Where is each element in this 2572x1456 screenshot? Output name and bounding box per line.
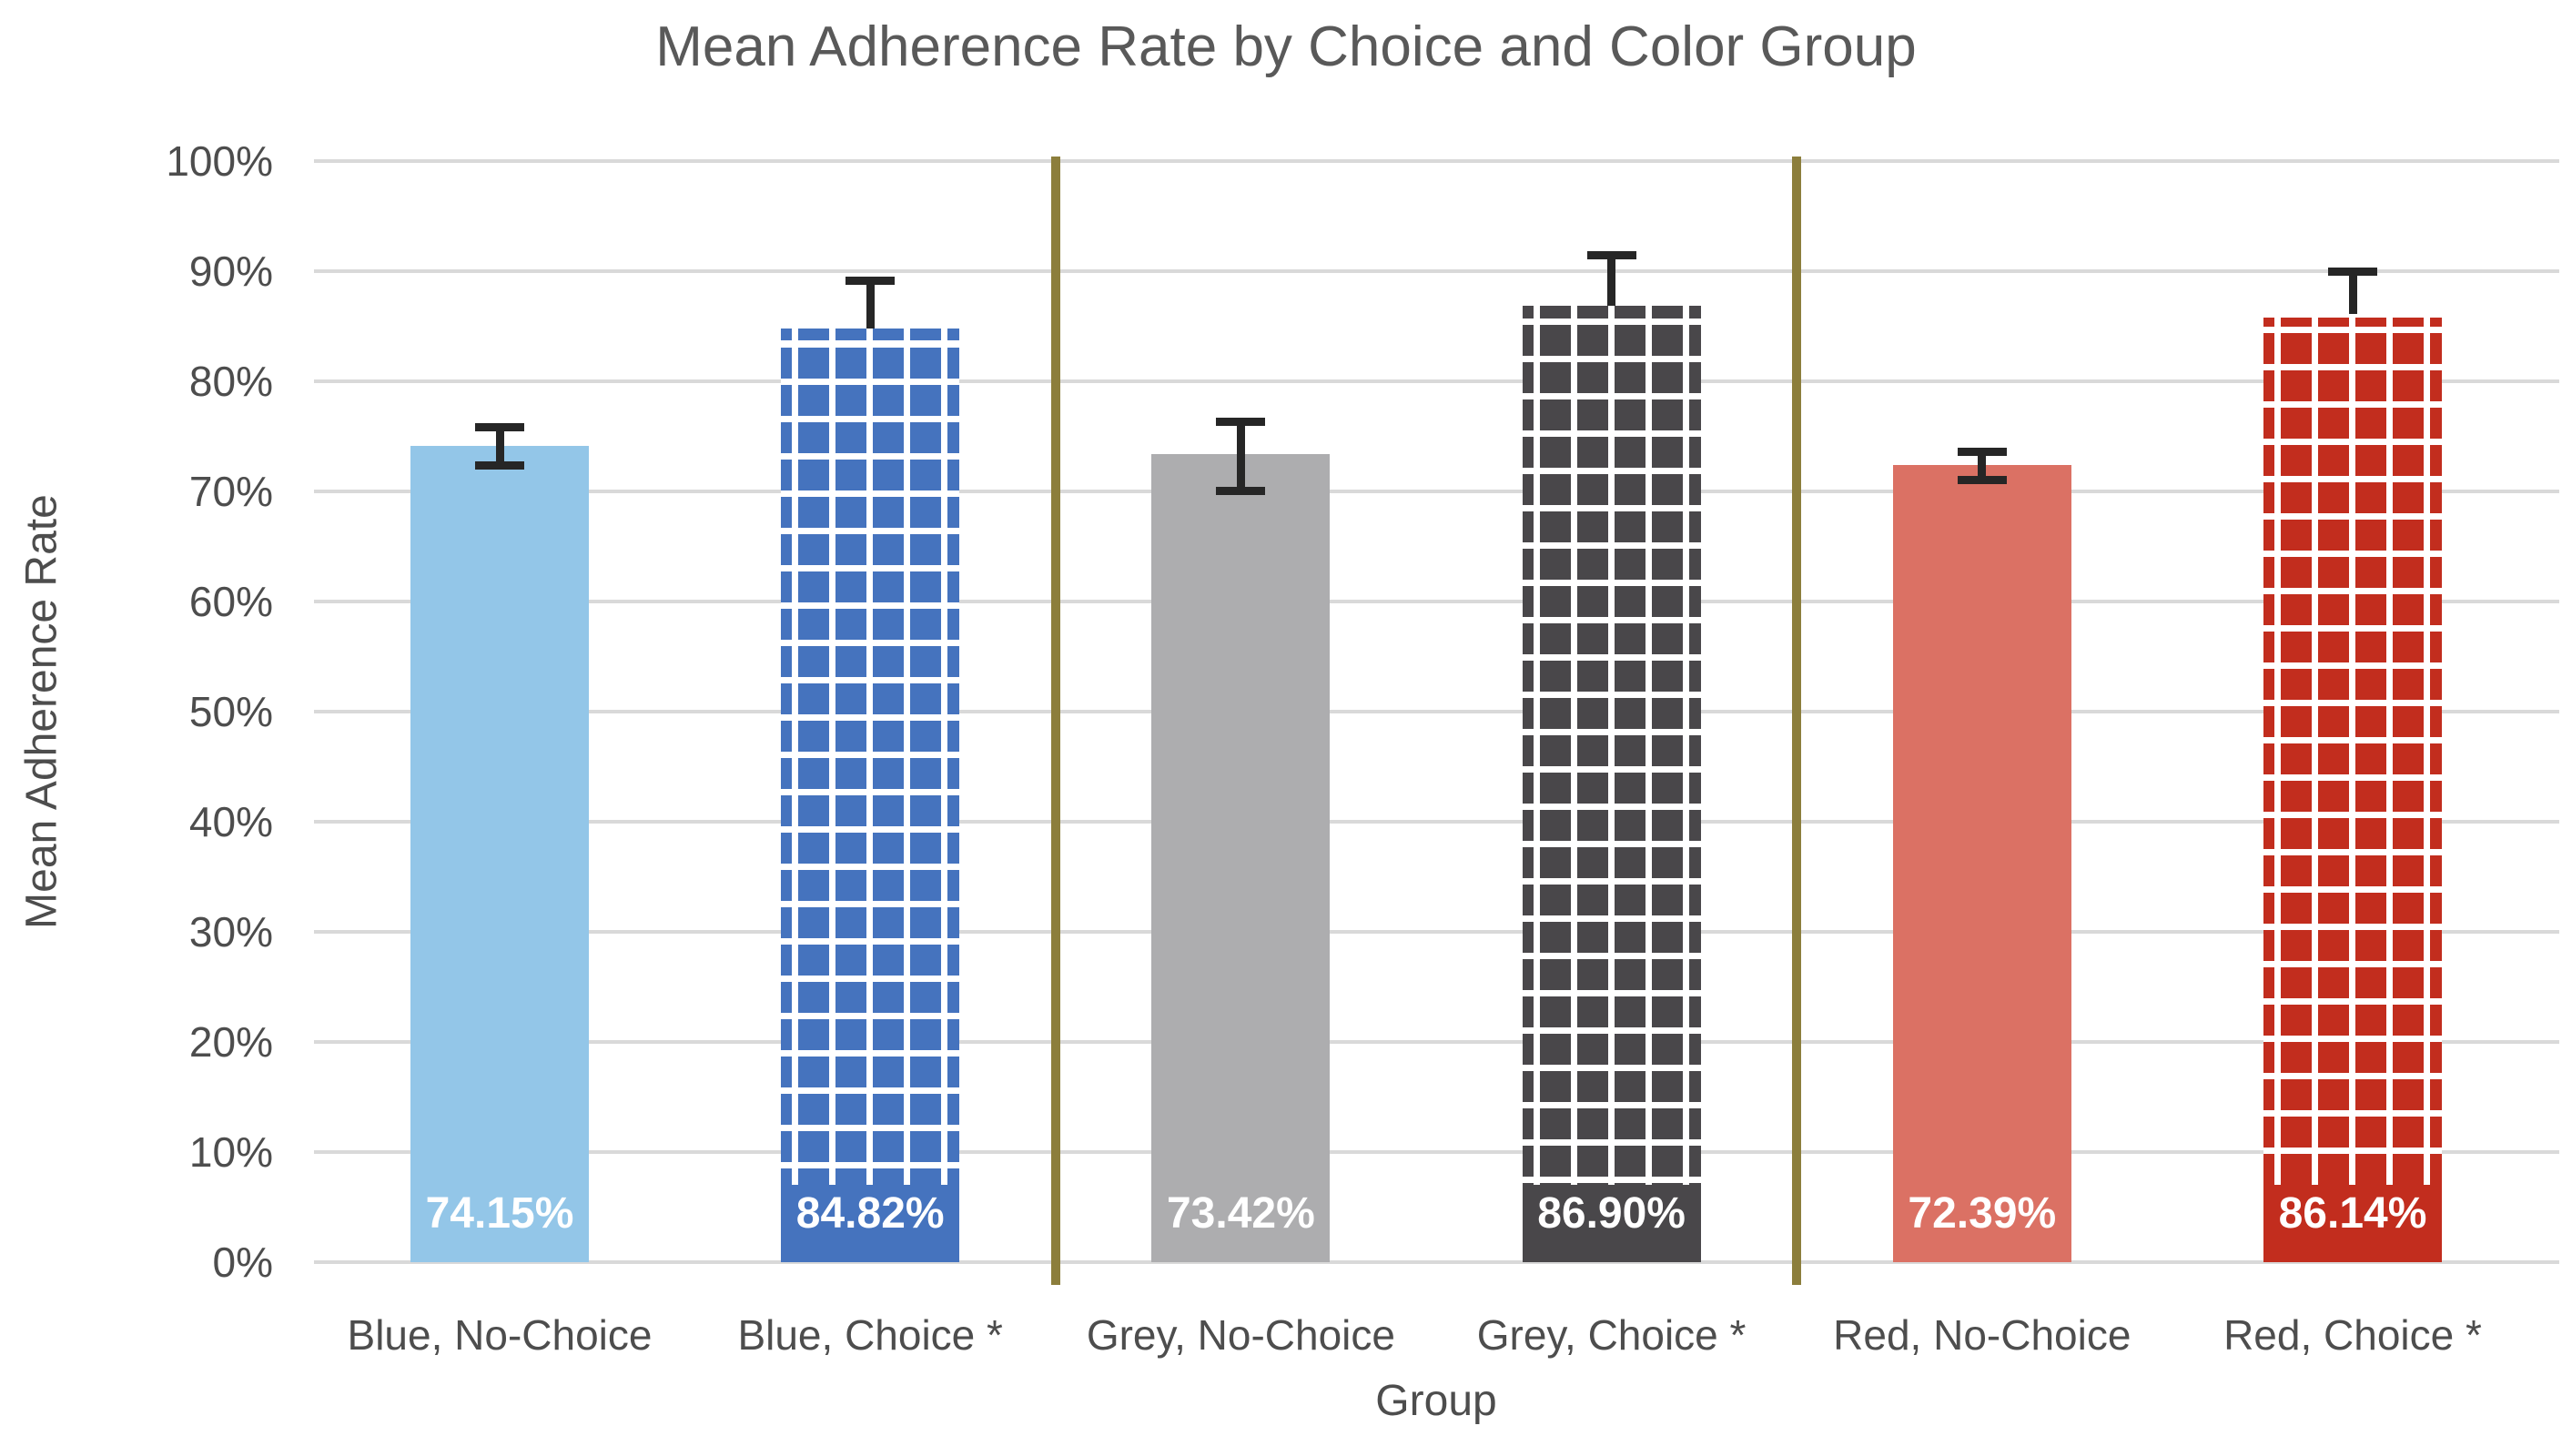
x-axis-category-label: Grey, No-Choice	[1086, 1311, 1395, 1359]
bar-data-label: 74.15%	[425, 1189, 574, 1238]
group-separator-line	[1050, 157, 1060, 1285]
bar-label-background	[1151, 1185, 1331, 1262]
x-axis-category-label: Grey, Choice *	[1476, 1311, 1747, 1359]
bar: 86.14%	[2263, 313, 2442, 1262]
bar: 86.90%	[1522, 305, 1701, 1262]
y-axis-tick-label: 90%	[188, 248, 273, 295]
error-bar-bottom-cap	[1957, 475, 2007, 484]
x-axis-category-label: Blue, No-Choice	[347, 1311, 653, 1359]
y-axis-tick-label: 20%	[188, 1018, 273, 1066]
gridline	[314, 379, 2559, 383]
bar: 74.15%	[410, 445, 589, 1262]
gridline	[314, 490, 2559, 493]
error-bar-top-cap	[475, 422, 524, 431]
gridline	[314, 1260, 2559, 1264]
bar-label-background	[1522, 1185, 1701, 1262]
gridline	[314, 1150, 2559, 1154]
gridline	[314, 710, 2559, 713]
error-bar-top-cap	[846, 276, 896, 285]
x-axis-category-label: Blue, Choice *	[737, 1311, 1003, 1359]
bar-data-label: 86.90%	[1537, 1189, 1686, 1238]
gridline	[314, 159, 2559, 163]
error-bar-line	[866, 279, 875, 329]
bar-data-label: 72.39%	[1908, 1189, 2057, 1238]
y-axis-tick-label: 70%	[188, 468, 273, 515]
y-axis-tick-label: 0%	[212, 1239, 273, 1286]
y-axis-tick-label: 10%	[188, 1128, 273, 1176]
y-axis-tick-label: 30%	[188, 908, 273, 956]
gridline	[314, 930, 2559, 934]
x-axis-title: Group	[1375, 1377, 1497, 1425]
error-bar-top-cap	[1216, 417, 1266, 426]
error-bar-line	[1236, 420, 1245, 491]
y-axis-tick-label: 40%	[188, 798, 273, 845]
bar: 72.39%	[1892, 465, 2071, 1262]
error-bar-line	[495, 426, 504, 467]
gridline	[314, 1040, 2559, 1044]
y-axis-tick-label: 50%	[188, 688, 273, 735]
gridline	[314, 600, 2559, 603]
chart-title: Mean Adherence Rate by Choice and Color …	[655, 15, 1917, 78]
y-axis-tick-label: 60%	[188, 578, 273, 625]
error-bar-line	[2348, 271, 2357, 314]
bar-label-background	[2263, 1185, 2442, 1262]
error-bar-line	[1607, 254, 1616, 306]
bar-data-label: 73.42%	[1166, 1189, 1315, 1238]
x-axis-category-label: Red, No-Choice	[1833, 1311, 2132, 1359]
bar: 84.82%	[781, 328, 960, 1262]
gridline	[314, 820, 2559, 824]
error-bar-top-cap	[1957, 448, 2007, 457]
bar-label-background	[410, 1185, 589, 1262]
error-bar-bottom-cap	[1216, 487, 1266, 495]
bar-data-label: 84.82%	[795, 1189, 945, 1238]
error-bar-top-cap	[1586, 250, 1636, 259]
error-bar-line	[1978, 451, 1987, 480]
x-axis-category-label: Red, Choice *	[2223, 1311, 2482, 1359]
y-axis-tick-label: 100%	[166, 137, 273, 185]
error-bar-top-cap	[2328, 268, 2377, 276]
plot-area: 74.15% 84.82% 73.42% 86.90% 72.39% 86.14%	[314, 159, 2559, 1264]
y-axis-tick-label: 80%	[188, 358, 273, 405]
bar-label-background	[1892, 1185, 2071, 1262]
error-bar-bottom-cap	[475, 461, 524, 470]
bar-data-label: 86.14%	[2278, 1189, 2427, 1238]
group-separator-line	[1792, 157, 1802, 1285]
bar: 73.42%	[1151, 453, 1331, 1262]
gridline	[314, 269, 2559, 273]
bar-label-background	[781, 1185, 960, 1262]
